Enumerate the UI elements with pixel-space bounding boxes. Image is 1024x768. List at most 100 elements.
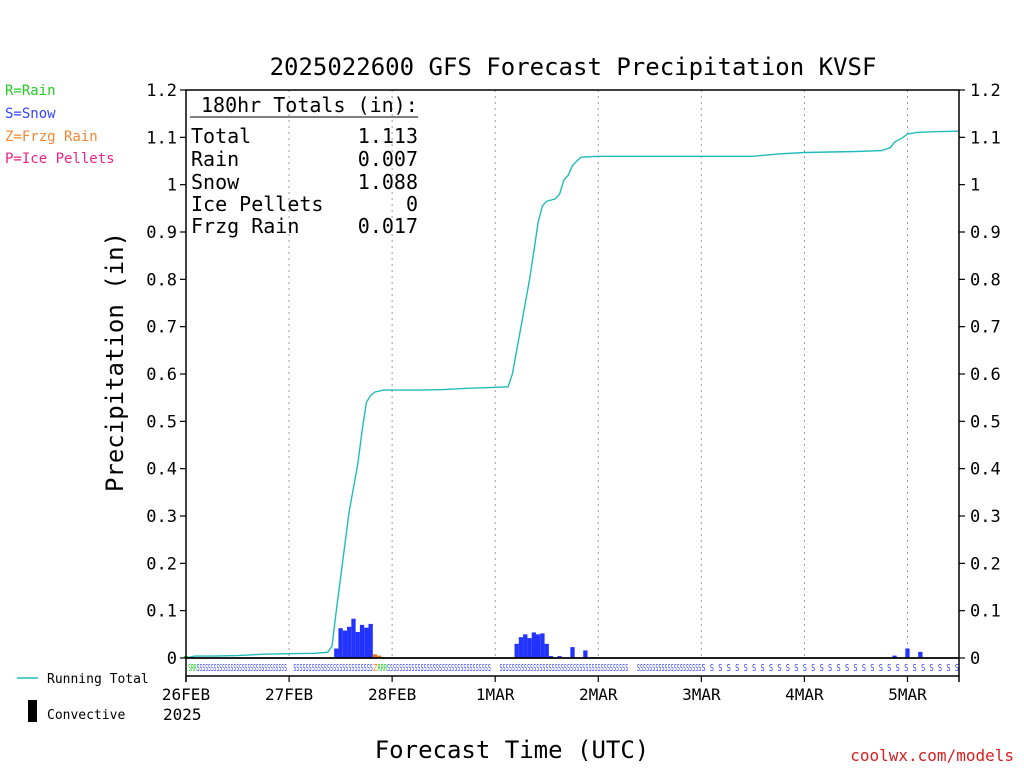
- ptype-strip-segment-0: SRR: [188, 663, 197, 674]
- precip-bar-16: [518, 637, 524, 658]
- precip-bar-26: [583, 650, 588, 658]
- y-tick-label-right-10: 1: [970, 176, 980, 196]
- running-total-legend-label: Running Total: [47, 672, 149, 687]
- grid-lines: [288, 90, 908, 658]
- y-tick-label-left-4: 0.4: [146, 460, 177, 480]
- totals-label-total: Total: [191, 124, 251, 148]
- x-axis-label: Forecast Time (UTC): [375, 736, 650, 764]
- precip-bar-25: [570, 647, 575, 658]
- convective-legend-swatch: [28, 700, 37, 722]
- y-axis-label: Precipitation (in): [101, 232, 129, 492]
- y-tick-label-left-9: 0.9: [146, 223, 177, 243]
- y-tick-label-right-11: 1.1: [970, 128, 1001, 148]
- totals-value-rain: 0.007: [358, 147, 418, 171]
- ptype-strip-segment-3: Z: [373, 663, 378, 674]
- precip-bar-11: [377, 655, 382, 658]
- running-total-line-group: [185, 130, 960, 659]
- totals-header: 180hr Totals (in):: [201, 93, 418, 117]
- totals-value-total: 1.113: [358, 124, 418, 148]
- precip-bar-1: [334, 648, 339, 658]
- legend-ice-pellets: P=Ice Pellets: [5, 151, 115, 167]
- y-tick-label-left-12: 1.2: [146, 81, 177, 101]
- ptype-strip-segment-4: RRR: [378, 663, 388, 674]
- precip-bar-19: [531, 632, 536, 658]
- legend-frzg-rain: Z=Frzg Rain: [5, 129, 98, 145]
- y-tick-label-right-12: 1.2: [970, 81, 1001, 101]
- series-legend: Running Total Convective: [17, 672, 149, 723]
- x-axis-ticks: 26FEB 27FEB 28FEB 1MAR 2MAR 3MAR 4MAR 5MAR: [162, 676, 927, 704]
- y-tick-label-left-8: 0.8: [146, 270, 177, 290]
- legend-snow: S=Snow: [5, 106, 56, 122]
- totals-value-snow: 1.088: [358, 170, 418, 194]
- totals-value-ice-pellets: 0: [406, 192, 418, 216]
- y-tick-label-right-9: 0.9: [970, 223, 1001, 243]
- y-tick-label-right-7: 0.7: [970, 318, 1001, 338]
- precip-bar-23: [548, 656, 554, 658]
- ptype-strip-segment-6: SSSSSSSSSSSSSSSSSSSSSSSSSSSSSSSSSSSSSSSS…: [499, 663, 628, 674]
- x-tick-label-1: 27FEB: [265, 685, 313, 704]
- y-tick-label-left-6: 0.6: [146, 365, 177, 385]
- precip-bar-6: [355, 631, 360, 658]
- y-tick-label-right-2: 0.2: [970, 554, 1001, 574]
- totals-label-rain: Rain: [191, 147, 239, 171]
- precip-bar-8: [364, 627, 369, 658]
- ptype-strip: SRR SSSSSSSSSSSSSSSSSSSSSSSSSSSSSSSS SSSSS…: [188, 663, 959, 674]
- x-tick-label-2: 28FEB: [368, 685, 416, 704]
- precip-bar-30: [892, 655, 897, 658]
- precip-bar-32: [918, 651, 923, 658]
- precip-bar-15: [514, 643, 519, 658]
- precip-bar-9: [368, 623, 373, 658]
- credit-link[interactable]: coolwx.com/models: [850, 746, 1014, 765]
- plot-frame: [185, 89, 960, 659]
- x-tick-label-3: 1MAR: [476, 685, 515, 704]
- x-tick-label-6: 4MAR: [785, 685, 824, 704]
- ptype-strip-segment-5: SSSSSSSSSSSSSSSSSSSSSSSSSSSSSSSSSS: [387, 663, 491, 674]
- totals-box: 180hr Totals (in): Total 1.113 Rain 0.00…: [190, 93, 418, 238]
- precip-bar-2: [338, 628, 343, 658]
- precip-bars: [183, 618, 923, 659]
- totals-label-frzg-rain: Frzg Rain: [191, 214, 299, 238]
- ptype-strip-segment-8: S S S S S S S S S S S S S S S S S S S S …: [701, 663, 959, 674]
- precip-bar-21: [540, 633, 545, 658]
- precip-bar-24: [557, 656, 562, 658]
- precip-bar-20: [535, 634, 541, 658]
- precip-bar-18: [527, 638, 532, 658]
- x-tick-label-7: 5MAR: [888, 685, 927, 704]
- precip-bar-17: [523, 634, 528, 658]
- ptype-strip-segment-1: SSSSSSSSSSSSSSSSSSSSSSSSSSSSSSSS: [197, 663, 287, 674]
- y-tick-label-left-10: 1: [167, 176, 177, 196]
- precip-bar-3: [342, 630, 348, 658]
- y-tick-label-right-4: 0.4: [970, 460, 1001, 480]
- totals-label-snow: Snow: [191, 170, 240, 194]
- y-tick-label-left-1: 0.1: [146, 602, 177, 622]
- legend-rain: R=Rain: [5, 83, 56, 99]
- y-tick-label-right-5: 0.5: [970, 412, 1001, 432]
- precip-bar-5: [351, 618, 356, 658]
- y-axis-ticks: 0 0 0.1 0.1 0.2 0.2 0.3 0.3 0.4 0.4 0.5 0.5 0.6 0.6 0.…: [146, 81, 1000, 669]
- y-tick-label-right-1: 0.1: [970, 602, 1001, 622]
- y-tick-label-left-0: 0: [167, 649, 177, 669]
- totals-label-ice-pellets: Ice Pellets: [191, 192, 323, 216]
- running-total-line: [185, 130, 960, 659]
- y-tick-label-right-0: 0: [970, 649, 980, 669]
- precip-bar-7: [359, 624, 365, 658]
- y-tick-label-left-2: 0.2: [146, 554, 177, 574]
- ptype-legend: R=Rain S=Snow Z=Frzg Rain P=Ice Pellets: [5, 83, 115, 167]
- y-tick-label-right-3: 0.3: [970, 507, 1001, 527]
- convective-legend-label: Convective: [47, 708, 125, 723]
- totals-value-frzg-rain: 0.017: [358, 214, 418, 238]
- y-tick-label-right-6: 0.6: [970, 365, 1001, 385]
- y-tick-label-left-5: 0.5: [146, 412, 177, 432]
- ptype-strip-segment-7: SSSSSSSSSSSSSSSSSSSSS: [637, 663, 701, 674]
- precip-bar-10: [372, 654, 378, 658]
- y-tick-label-right-8: 0.8: [970, 270, 1001, 290]
- x-year-label: 2025: [163, 705, 202, 724]
- y-tick-label-left-3: 0.3: [146, 507, 177, 527]
- precip-bar-4: [347, 626, 352, 658]
- y-tick-label-left-7: 0.7: [146, 318, 177, 338]
- precip-bar-22: [544, 643, 549, 658]
- ptype-strip-segment-2: SSSSSSSSSSSSSSSSSSSSSSSSSS: [293, 663, 372, 674]
- x-tick-label-5: 3MAR: [682, 685, 721, 704]
- x-tick-label-0: 26FEB: [162, 685, 210, 704]
- precip-bar-31: [905, 648, 910, 658]
